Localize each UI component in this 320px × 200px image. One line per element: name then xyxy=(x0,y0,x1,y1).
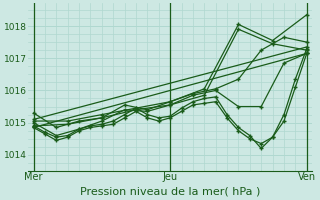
X-axis label: Pression niveau de la mer( hPa ): Pression niveau de la mer( hPa ) xyxy=(80,187,260,197)
